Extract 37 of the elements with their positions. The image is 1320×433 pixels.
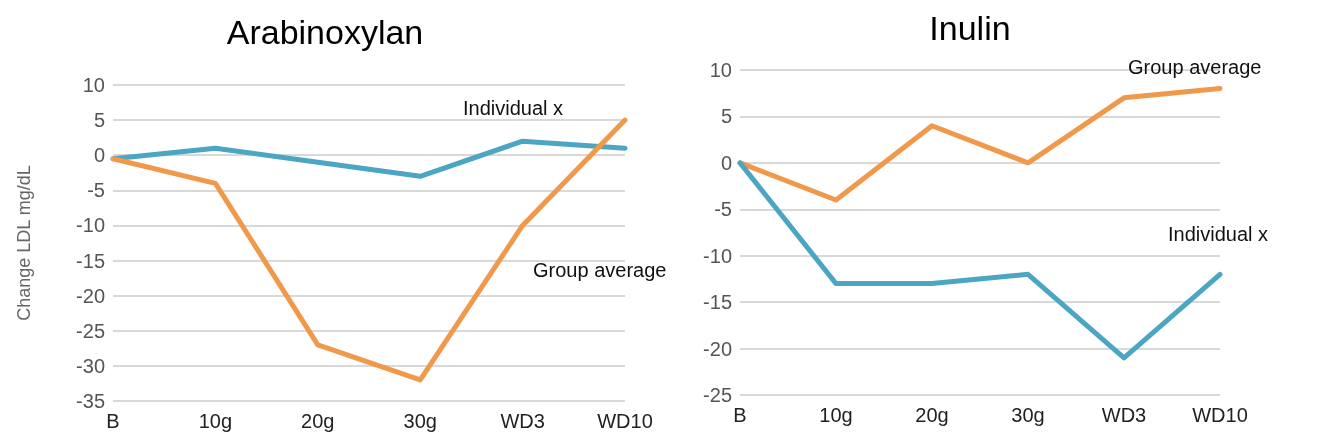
x-tick-label: 10g: [819, 404, 853, 426]
y-tick-label: 10: [709, 59, 732, 81]
y-tick-label: 0: [93, 144, 105, 167]
x-tick-label: WD3: [500, 410, 545, 432]
y-tick-label: -35: [76, 390, 105, 412]
y-tick-label: 0: [720, 151, 732, 174]
x-tick-label: 30g: [1011, 404, 1045, 426]
y-tick-label: 5: [720, 105, 732, 128]
chart-title: Inulin: [929, 9, 1011, 47]
y-axis-title: Change LDL mg/dL: [14, 165, 34, 321]
y-tick-label: -10: [76, 214, 105, 237]
chart-title: Arabinoxylan: [226, 13, 424, 51]
x-tick-label: 20g: [915, 404, 949, 426]
series-label: Group average: [1128, 55, 1262, 78]
y-tick-label: -25: [76, 319, 105, 342]
series-label: Group average: [533, 259, 667, 282]
y-tick-label: -30: [76, 354, 105, 377]
y-tick-label: 10: [82, 74, 105, 96]
x-tick-label: B: [733, 404, 747, 426]
y-tick-label: -15: [703, 291, 732, 314]
y-tick-label: -20: [76, 284, 105, 307]
x-tick-label: 30g: [403, 410, 437, 432]
text: Individual x: [1168, 223, 1269, 246]
x-tick-label: B: [106, 410, 120, 432]
x-tick-label: 10g: [198, 410, 233, 432]
y-tick-label: -25: [703, 384, 732, 406]
y-tick-label: -10: [703, 244, 732, 267]
y-tick-label: -15: [76, 249, 105, 272]
x-tick-label: WD10: [597, 410, 653, 432]
x-tick-label: WD3: [1101, 404, 1147, 426]
y-tick-label: -5: [87, 179, 105, 202]
x-tick-label: WD10: [1192, 404, 1248, 426]
y-tick-label: -5: [714, 198, 732, 221]
y-tick-label: -20: [703, 337, 732, 360]
x-tick-label: 20g: [301, 410, 335, 432]
y-tick-label: 5: [93, 109, 105, 132]
series-label: Individual x: [463, 97, 564, 120]
